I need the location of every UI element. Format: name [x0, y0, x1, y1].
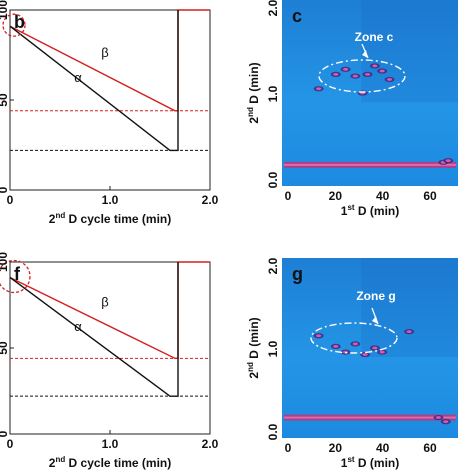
- plot-frame: [9, 9, 211, 191]
- peak-spot-core: [316, 334, 322, 338]
- y-tick-label: 1.0: [266, 340, 280, 357]
- panel-g: g Zone g 0 20 40 60 2.0 1.0 0.0 1st D (min) 2nd D …: [246, 257, 458, 470]
- series-label-beta: β: [101, 295, 108, 310]
- x-tick-label: 1.0: [102, 193, 119, 207]
- x-axis-title: 2nd D cycle time (min): [49, 455, 172, 470]
- peak-spot-core: [333, 344, 339, 348]
- heatmap-background: [282, 0, 458, 186]
- x-axis-title: 1st D (min): [341, 455, 399, 470]
- peak-spot-core: [443, 420, 449, 424]
- peak-spot-core: [352, 74, 358, 78]
- x-tick-label: 0: [7, 437, 14, 451]
- panel-letter: c: [292, 6, 302, 26]
- highlight-circle: [0, 259, 31, 294]
- y-tick-label: 2.0: [266, 0, 280, 16]
- zone-label: Zone g: [356, 289, 395, 303]
- x-axis-title: 2nd D cycle time (min): [49, 211, 172, 226]
- x-tick-label: 20: [329, 441, 343, 455]
- y-axis-title: 2nd D (min): [246, 317, 261, 378]
- y-tick-label: 1.0: [266, 85, 280, 102]
- y-tick-label: 50: [0, 341, 10, 355]
- peak-spot-core: [406, 330, 412, 334]
- x-tick-label: 2.0: [202, 437, 219, 451]
- panel-letter: f: [14, 264, 21, 284]
- y-tick-label: 0: [0, 186, 10, 193]
- peak-spot-core: [372, 64, 378, 68]
- y-tick-label: 0: [0, 430, 10, 437]
- x-tick-label: 2.0: [202, 193, 219, 207]
- baseline-band-core: [284, 416, 456, 419]
- x-tick-label: 40: [376, 441, 390, 455]
- y-tick-label: 100: [0, 252, 10, 272]
- y-tick-label: 50: [0, 93, 10, 107]
- x-axis-title: 1st D (min): [341, 203, 399, 218]
- panel-c: c Zone c 0 20 40 60 2.0 1.0 0.0 1st D (min) 2nd D …: [246, 0, 458, 218]
- peak-spot-core: [386, 78, 393, 81]
- panel-f: f β α 0 1.0 2.0 100 50 0 2nd D cycle time (min): [0, 252, 219, 470]
- peak-spot-core: [352, 342, 358, 346]
- zone-arrowhead: [372, 316, 378, 324]
- heatmap-shading: [361, 0, 458, 103]
- plot-frame: [9, 261, 211, 435]
- x-tick-label: 0: [285, 189, 292, 203]
- y-tick-label: 100: [0, 0, 10, 20]
- x-tick-label: 20: [329, 189, 343, 203]
- x-tick-label: 60: [423, 189, 437, 203]
- zone-ellipse: [318, 59, 406, 93]
- peak-spot-core: [316, 87, 322, 91]
- zone-ellipse: [310, 322, 398, 354]
- series-label-beta: β: [101, 45, 108, 60]
- peak-spot-core: [364, 73, 371, 76]
- zone-label: Zone c: [355, 30, 394, 44]
- series-label-alpha: α: [74, 319, 82, 334]
- heatmap-shading: [361, 258, 458, 357]
- series-label-alpha: α: [74, 70, 82, 85]
- x-tick-label: 0: [285, 441, 292, 455]
- y-tick-label: 0.0: [266, 171, 280, 188]
- x-tick-label: 60: [423, 441, 437, 455]
- x-tick-label: 40: [376, 189, 390, 203]
- panel-letter: g: [292, 264, 303, 284]
- y-tick-label: 0.0: [266, 423, 280, 440]
- peak-spot-core: [445, 159, 451, 163]
- x-tick-label: 0: [7, 193, 14, 207]
- peak-spot-core: [379, 69, 385, 73]
- peak-spot-core: [372, 346, 378, 350]
- y-tick-label: 2.0: [266, 257, 280, 274]
- panel-b: b β α 0 1.0 2.0 100 50 0 2nd D cycle time (min): [0, 0, 219, 226]
- peak-spot-core: [342, 67, 349, 71]
- series-line-alpha: [9, 10, 179, 152]
- peak-spot-core: [379, 350, 385, 354]
- baseline-band-core: [284, 163, 456, 166]
- peak-spot-core: [362, 353, 368, 356]
- peak-spot-core: [333, 73, 339, 76]
- x-tick-label: 1.0: [102, 437, 119, 451]
- zone-arrowhead: [362, 50, 368, 58]
- highlight-circle: [2, 13, 26, 37]
- series-line-alpha: [9, 262, 179, 397]
- y-axis-title: 2nd D (min): [246, 62, 261, 123]
- panel-letter: b: [14, 12, 25, 32]
- peak-spot-core: [435, 416, 442, 419]
